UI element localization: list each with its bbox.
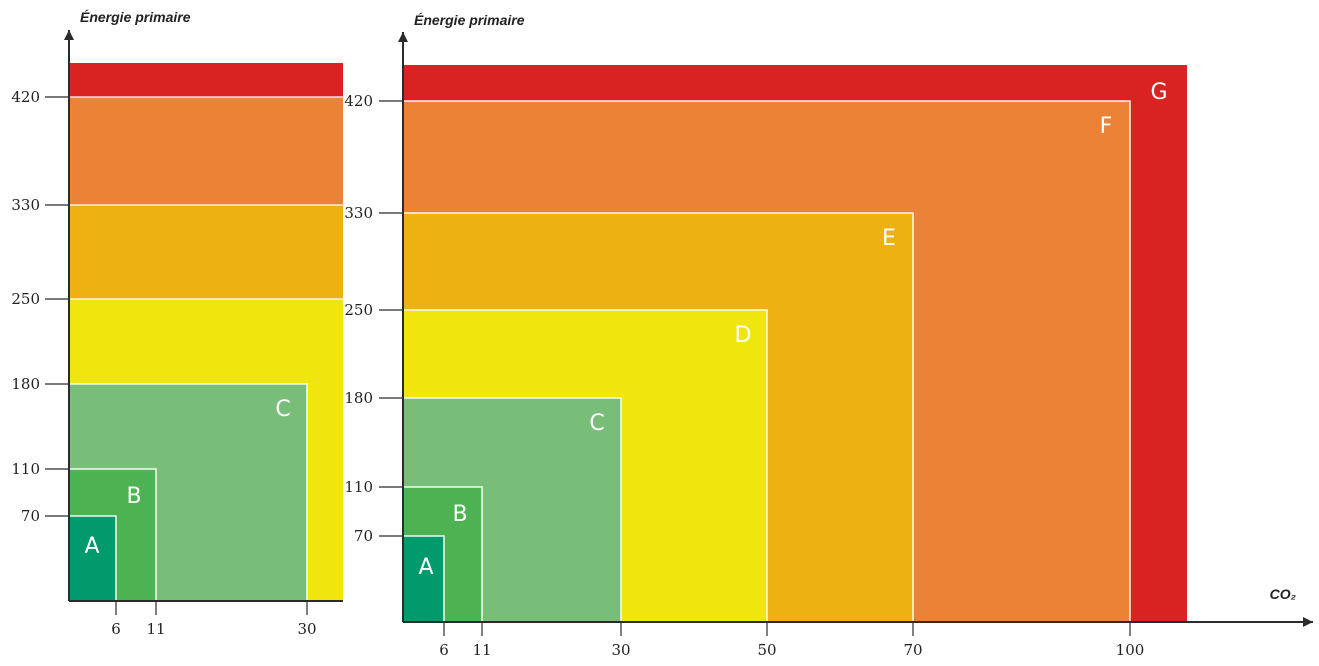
class-label-b: B [126, 484, 141, 509]
class-label-g: G [1150, 80, 1167, 105]
class-label-d: D [735, 323, 752, 348]
y-axis-title: Énergie primaire [414, 12, 525, 28]
y-tick-label: 420 [11, 88, 40, 106]
class-label-c: C [589, 411, 604, 436]
y-axis-title: Énergie primaire [80, 9, 191, 25]
x-tick-label: 30 [611, 641, 630, 659]
class-zone-a [402, 535, 445, 623]
y-tick-label: 180 [344, 389, 373, 407]
right-chart: A B C D E F G 70 110 180 250 330 420 6 11 30 50 70 100 Éner… [344, 12, 1313, 659]
y-tick-label: 70 [354, 527, 373, 545]
x-axis-title: CO₂ [1270, 586, 1296, 602]
x-tick-label: 70 [903, 641, 922, 659]
y-tick-label: 250 [11, 290, 40, 308]
class-label-f: F [1100, 114, 1113, 139]
y-tick-label: 330 [344, 204, 373, 222]
class-zone-a [68, 515, 117, 602]
class-label-b: B [452, 502, 467, 527]
x-tick-label: 6 [111, 620, 121, 638]
y-axis-arrow-icon [64, 30, 74, 40]
y-tick-label: 250 [344, 301, 373, 319]
y-tick-label: 180 [11, 375, 40, 393]
class-label-e: E [882, 226, 896, 251]
class-label-c: C [275, 397, 290, 422]
class-label-a: A [418, 555, 433, 580]
x-tick-label: 100 [1116, 641, 1145, 659]
y-tick-label: 70 [21, 507, 40, 525]
left-chart: A B C 70 110 180 250 330 420 6 11 30 Énergie primair… [11, 9, 343, 638]
y-axis-arrow-icon [398, 32, 408, 42]
y-tick-label: 110 [11, 460, 40, 478]
x-tick-label: 11 [472, 641, 491, 659]
y-tick-label: 110 [344, 478, 373, 496]
x-tick-label: 30 [297, 620, 316, 638]
x-tick-label: 11 [146, 620, 165, 638]
y-tick-label: 330 [11, 196, 40, 214]
y-tick-label: 420 [344, 92, 373, 110]
x-tick-label: 50 [757, 641, 776, 659]
x-tick-label: 6 [439, 641, 449, 659]
x-axis-arrow-icon [1303, 617, 1313, 627]
class-label-a: A [84, 534, 99, 559]
